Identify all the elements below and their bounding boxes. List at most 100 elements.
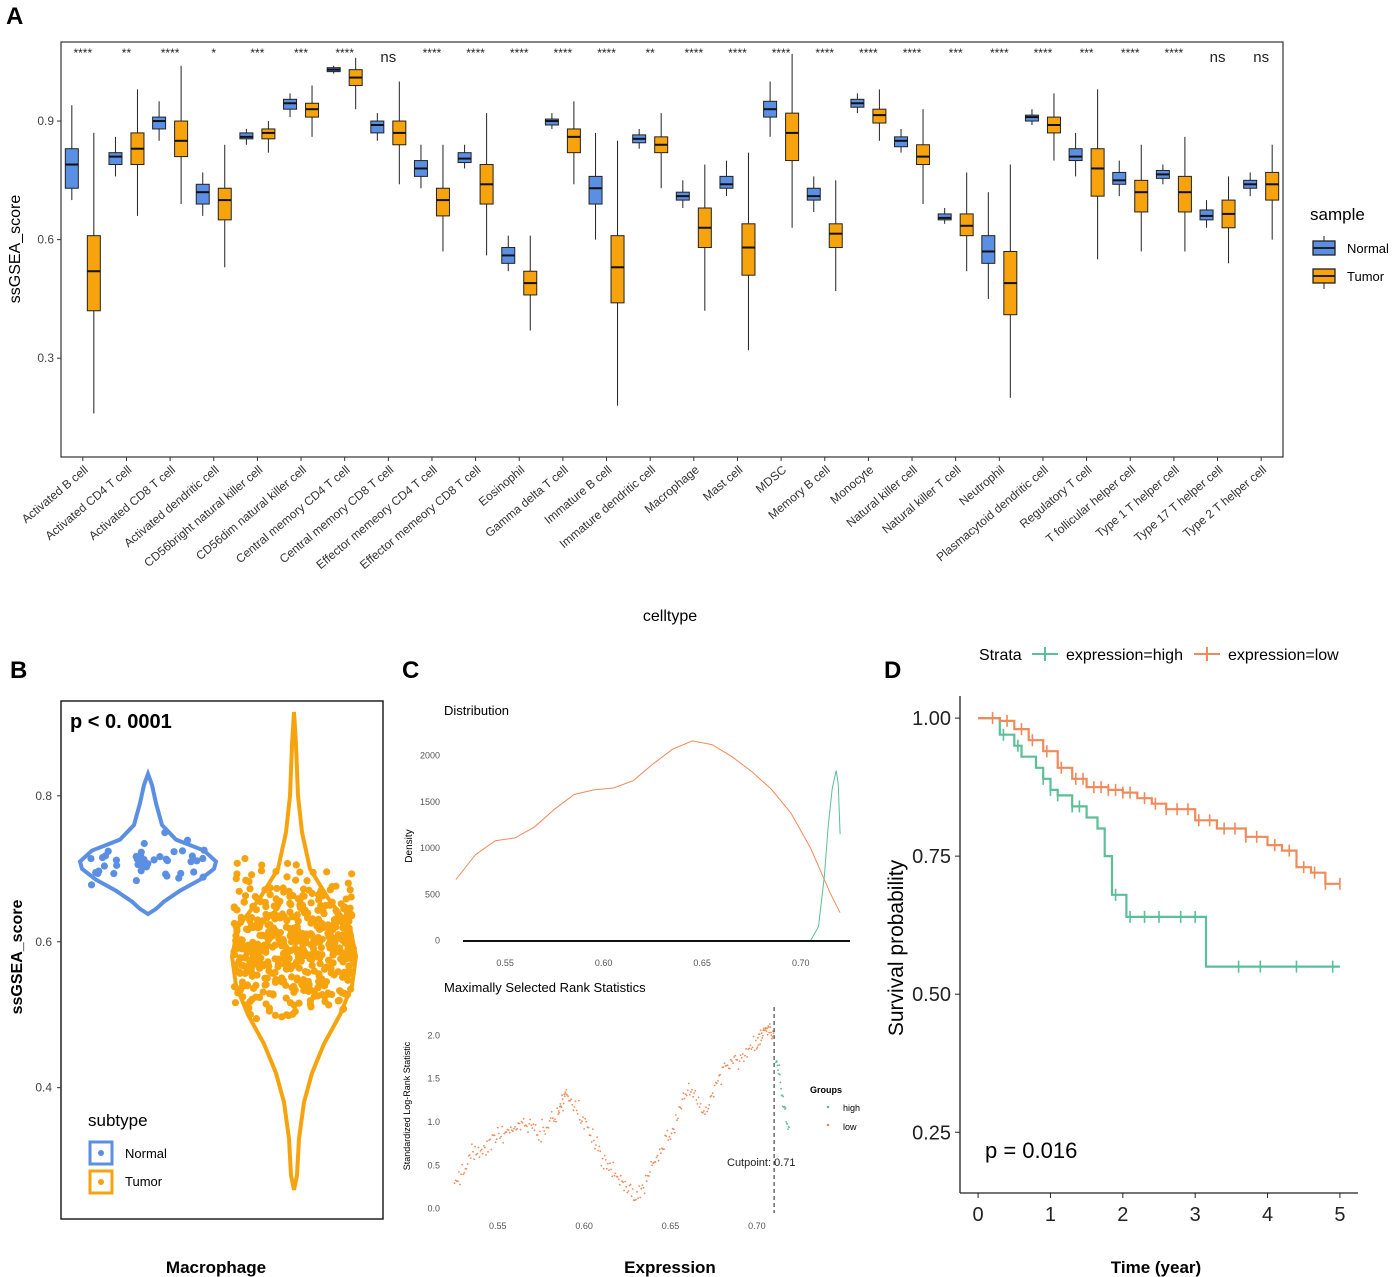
significance-label: **** (597, 46, 616, 60)
legend-dot-low (826, 1123, 830, 1127)
panel-a-frame (60, 41, 1284, 458)
legend-label-normal: Normal (125, 1146, 167, 1161)
rank-point-low (623, 1189, 625, 1192)
panel-label-a: A (6, 3, 23, 30)
point-tumor (307, 950, 315, 959)
point-tumor (304, 968, 312, 977)
significance-label: **** (684, 46, 703, 60)
rank-point-low (540, 1140, 542, 1143)
point-normal (183, 836, 192, 844)
rank-point-low (694, 1089, 697, 1092)
point-tumor (309, 868, 317, 877)
rank-point-low (699, 1102, 702, 1105)
rank-point-low (461, 1163, 464, 1166)
y-tick-label: 0.4 (35, 1081, 52, 1095)
legend-dot-tumor (98, 1179, 104, 1185)
rank-point-high (777, 1069, 779, 1071)
rank-point-low (468, 1154, 471, 1156)
point-tumor (283, 1011, 291, 1019)
rank-point-low (604, 1159, 607, 1161)
rank-point-low (566, 1093, 568, 1096)
rank-point-low (771, 1037, 773, 1040)
point-tumor (316, 960, 324, 968)
rank-point-low (716, 1082, 718, 1085)
rank-point-low (565, 1089, 568, 1091)
rank-point-low (738, 1060, 741, 1062)
rank-point-low (761, 1034, 764, 1037)
rank-point-low (594, 1147, 596, 1150)
rank-point-high (783, 1105, 786, 1108)
point-tumor (327, 969, 335, 977)
rank-point-high (786, 1123, 789, 1125)
point-tumor (316, 922, 324, 930)
y-tick-label: 1500 (420, 797, 440, 807)
rank-point-low (638, 1185, 641, 1187)
rank-point-low (458, 1171, 460, 1173)
rank-point-low (487, 1150, 489, 1153)
point-tumor (296, 868, 304, 876)
significance-label: **** (1121, 46, 1140, 60)
rank-point-low (726, 1064, 729, 1067)
point-tumor (279, 884, 287, 892)
rank-point-low (762, 1027, 765, 1030)
point-tumor (272, 895, 280, 903)
point-tumor (270, 924, 278, 932)
legend-title: sample (1310, 205, 1365, 224)
rank-point-low (722, 1066, 725, 1069)
point-tumor (307, 899, 315, 907)
point-tumor (245, 877, 253, 886)
point-tumor (255, 943, 263, 952)
rank-point-high (778, 1064, 781, 1067)
point-tumor (264, 921, 272, 929)
y-tick-label: 0.25 (912, 1122, 951, 1144)
point-tumor (328, 883, 336, 891)
rank-point-low (569, 1099, 571, 1102)
rank-point-low (628, 1184, 631, 1187)
rank-point-low (717, 1080, 719, 1082)
legend-label-tumor: Tumor (125, 1174, 163, 1189)
rank-point-low (685, 1094, 688, 1097)
point-tumor (340, 905, 348, 913)
panel-c-bottom-ylabel: Standardized Log-Rank Statistic (402, 1041, 412, 1170)
rank-point-low (459, 1183, 461, 1186)
rank-point-low (531, 1127, 534, 1129)
rank-point-low (624, 1180, 627, 1183)
point-tumor (283, 873, 291, 881)
point-tumor (347, 940, 355, 949)
box-normal (64, 148, 79, 189)
point-tumor (278, 978, 286, 986)
x-tick-label: 0.55 (496, 958, 514, 968)
point-normal (110, 869, 118, 878)
point-tumor (319, 907, 327, 915)
point-tumor (329, 951, 337, 959)
point-tumor (308, 961, 316, 970)
rank-point-low (627, 1190, 630, 1192)
box-normal (152, 116, 167, 130)
point-tumor (243, 981, 252, 989)
rank-point-low (703, 1110, 705, 1112)
significance-label: **** (990, 46, 1009, 60)
rank-point-low (613, 1174, 616, 1177)
point-tumor (241, 854, 249, 863)
rank-point-low (475, 1153, 478, 1156)
rank-point-low (751, 1046, 754, 1049)
rank-point-low (508, 1131, 511, 1134)
panel-a-legend: sample Normal Tumor (1310, 205, 1389, 289)
significance-label: **** (466, 46, 485, 60)
rank-point-low (766, 1027, 768, 1030)
rank-point-low (665, 1135, 668, 1138)
rank-point-high (787, 1128, 789, 1131)
point-tumor (334, 910, 342, 918)
significance-label: *** (294, 46, 308, 60)
point-tumor (325, 923, 333, 931)
box-tumor (1134, 179, 1149, 213)
box-normal (588, 175, 603, 205)
rank-point-high (782, 1095, 785, 1098)
rank-point-low (465, 1168, 468, 1170)
rank-point-high (776, 1060, 778, 1063)
rank-point-low (635, 1198, 637, 1201)
y-tick-label: 0.5 (427, 1160, 440, 1170)
point-tumor (272, 913, 280, 921)
rank-point-low (519, 1128, 522, 1131)
rank-point-low (696, 1103, 699, 1105)
